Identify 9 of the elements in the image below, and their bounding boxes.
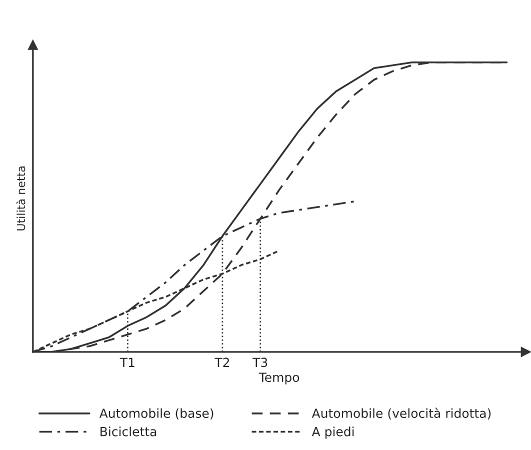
x-tick-label: T1 <box>120 358 134 367</box>
legend-label: Bicicletta <box>100 426 156 436</box>
legend-label: Automobile (base) <box>99 408 214 420</box>
y-axis-title: Utilità netta <box>16 166 26 230</box>
x-tick-label: T2 <box>214 358 229 367</box>
x-tick-label: T3 <box>252 358 268 368</box>
legend-label: Automobile (velocità ridotta) <box>312 408 491 420</box>
x-axis-title: Tempo <box>258 372 300 384</box>
legend-label: A piedi <box>312 426 354 439</box>
